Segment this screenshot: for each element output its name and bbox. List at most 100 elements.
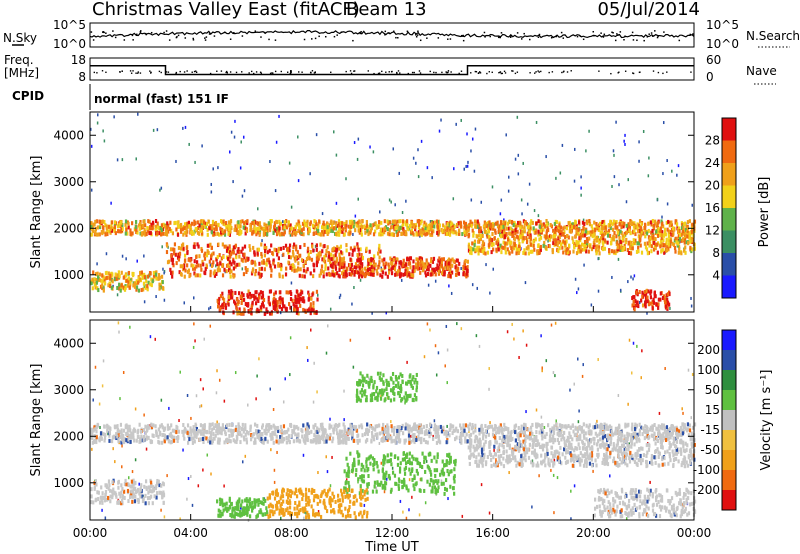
scatter-cell — [626, 224, 628, 228]
scatter-cell — [182, 127, 184, 130]
scatter-cell — [117, 158, 119, 161]
scatter-cell — [389, 256, 391, 260]
scatter-cell — [476, 334, 478, 337]
scatter-cell — [628, 229, 630, 233]
scatter-cell — [263, 261, 265, 265]
scatter-cell — [184, 254, 186, 258]
noise-dot — [112, 30, 114, 32]
scatter-cell — [661, 233, 663, 237]
scatter-cell — [442, 267, 444, 271]
noise-dot — [192, 38, 194, 40]
noise-dot — [163, 32, 165, 33]
scatter-cell — [301, 258, 303, 262]
noise-dot — [539, 34, 541, 36]
scatter-cell — [663, 233, 665, 237]
scatter-cell — [141, 231, 143, 235]
scatter-cell — [380, 221, 382, 225]
scatter-cell — [583, 247, 585, 251]
scatter-cell — [268, 296, 270, 300]
scatter-cell — [508, 231, 510, 235]
scatter-cell — [552, 241, 554, 245]
scatter-cell — [283, 304, 285, 308]
scatter-cell — [243, 298, 245, 302]
scatter-cell — [585, 149, 587, 152]
nave-dot — [552, 71, 553, 72]
scatter-cell — [522, 430, 524, 434]
scatter-cell — [272, 231, 274, 235]
scatter-cell — [211, 264, 213, 268]
scatter-cell — [489, 421, 491, 424]
scatter-cell — [227, 232, 229, 236]
scatter-cell — [426, 262, 428, 266]
scatter-cell — [116, 277, 118, 281]
scatter-cell — [278, 247, 280, 251]
scatter-cell — [536, 408, 538, 411]
noise-dot — [501, 32, 503, 34]
scatter-cell — [190, 263, 192, 267]
scatter-cell — [249, 224, 251, 228]
scatter-cell — [582, 363, 584, 366]
scatter-cell — [495, 241, 497, 245]
scatter-cell — [636, 345, 638, 348]
scatter-cell — [142, 224, 144, 228]
scatter-cell — [580, 250, 582, 254]
scatter-cell — [650, 295, 652, 299]
scatter-cell — [652, 236, 654, 240]
scatter-cell — [91, 145, 93, 148]
scatter-cell — [513, 338, 515, 341]
scatter-cell — [461, 232, 463, 236]
scatter-cell — [594, 228, 596, 232]
scatter-cell — [174, 242, 176, 246]
scatter-cell — [335, 253, 337, 257]
scatter-cell — [609, 223, 611, 227]
scatter-cell — [101, 509, 103, 512]
scatter-cell — [523, 236, 525, 240]
scatter-cell — [441, 271, 443, 275]
scatter-cell — [156, 231, 158, 235]
scatter-cell — [405, 200, 407, 203]
nave-dot — [210, 73, 211, 74]
scatter-cell — [649, 302, 651, 306]
scatter-cell — [687, 241, 689, 245]
scatter-cell — [135, 225, 137, 229]
noise-dot — [91, 31, 93, 33]
scatter-cell — [311, 244, 313, 248]
nave-dot — [662, 73, 663, 74]
scatter-cell — [550, 223, 552, 227]
scatter-cell — [406, 517, 408, 520]
scatter-cell — [265, 263, 267, 267]
scatter-cell — [350, 225, 352, 229]
scatter-cell — [661, 216, 663, 219]
nave-dot — [368, 70, 369, 71]
scatter-cell — [484, 424, 486, 428]
scatter-cell — [476, 248, 478, 252]
scatter-cell — [535, 231, 537, 235]
scatter-cell — [244, 189, 246, 192]
scatter-cell — [129, 440, 131, 444]
scatter-cell — [641, 291, 643, 295]
nave-tick-top: 60 — [706, 53, 721, 67]
scatter-cell — [557, 241, 559, 245]
scatter-cell — [611, 249, 613, 253]
noise-dot — [643, 40, 645, 42]
scatter-cell — [354, 228, 356, 232]
scatter-cell — [487, 251, 489, 255]
scatter-cell — [327, 324, 329, 327]
scatter-cell — [243, 272, 245, 276]
scatter-cell — [219, 307, 221, 311]
scatter-cell — [276, 435, 278, 439]
noise-dot — [420, 40, 422, 42]
scatter-cell — [400, 272, 402, 276]
scatter-cell — [233, 245, 235, 249]
scatter-cell — [103, 359, 105, 362]
scatter-cell — [417, 148, 419, 151]
scatter-cell — [503, 231, 505, 235]
noise-dot — [438, 37, 440, 39]
scatter-cell — [573, 383, 575, 386]
scatter-cell — [377, 251, 379, 255]
nave-dot — [618, 72, 619, 73]
scatter-cell — [526, 246, 528, 250]
nave-dot — [310, 72, 311, 73]
scatter-cell — [149, 271, 151, 275]
nave-dot — [515, 73, 516, 74]
